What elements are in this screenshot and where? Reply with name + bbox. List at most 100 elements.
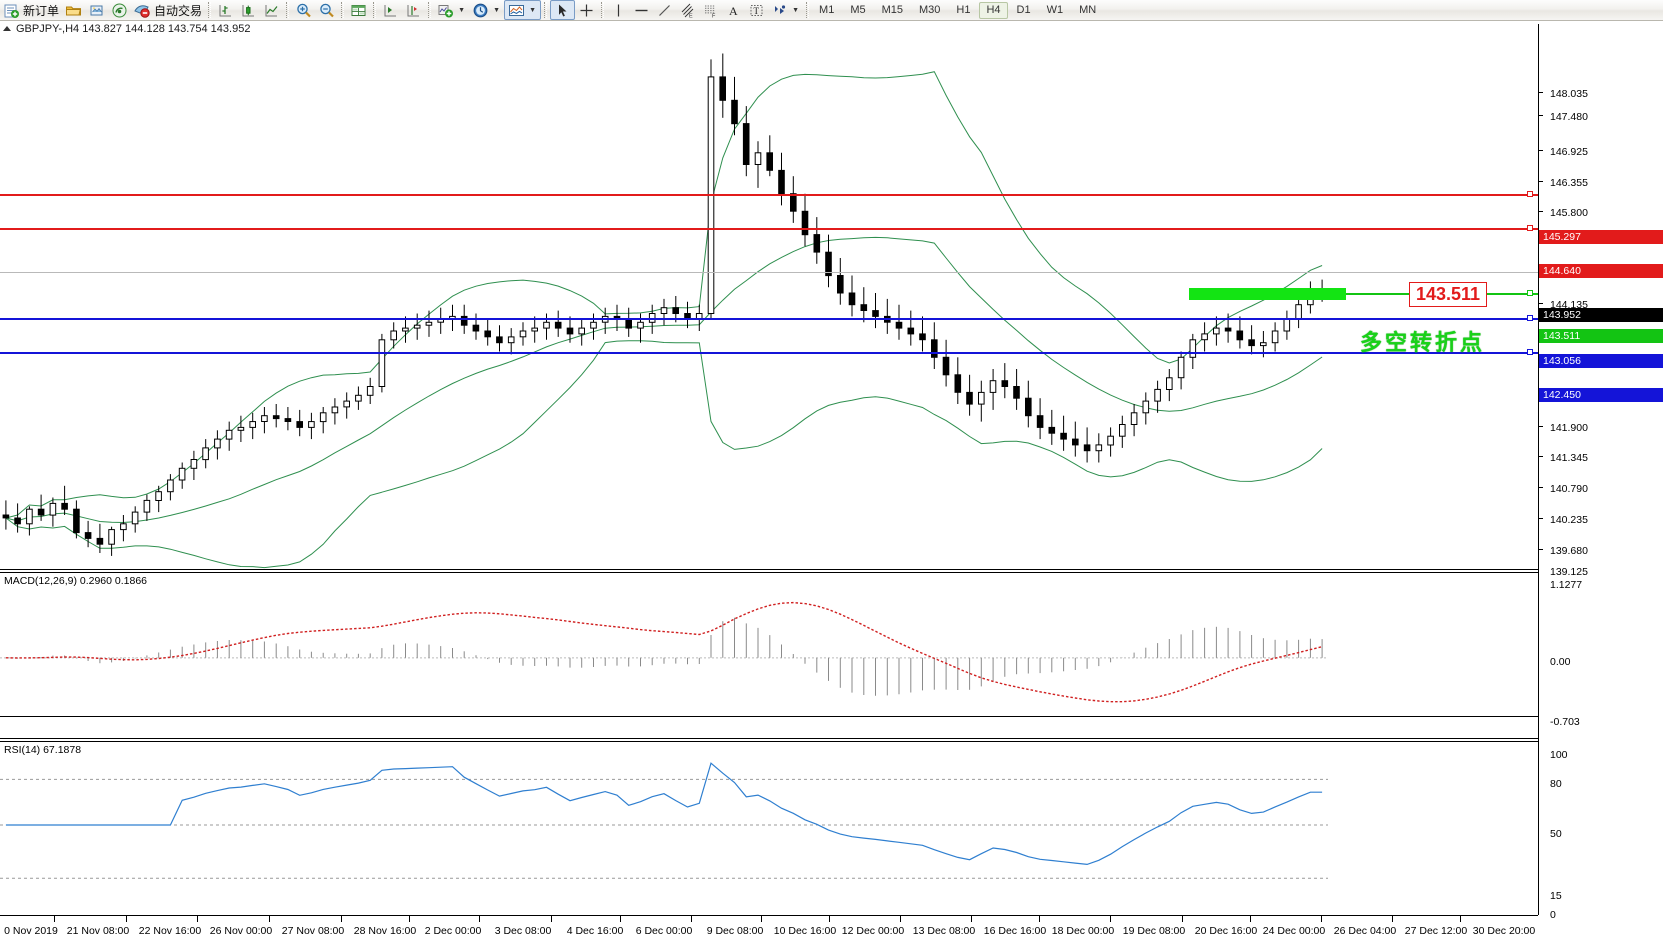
time-label: 28 Nov 16:00 [353,925,417,937]
price-chart-canvas[interactable] [0,36,1538,572]
fibonacci-button[interactable]: F [699,0,722,20]
time-label: 26 Dec 04:00 [1333,925,1397,937]
price-label-143511[interactable]: 143.511 [1539,329,1663,343]
toolbar-divider [286,2,290,18]
time-label: 27 Nov 08:00 [281,925,345,937]
line-anchor-145297[interactable] [1527,191,1533,197]
time-tick [1321,916,1322,922]
time-tick [829,916,830,922]
resistance-line-144640[interactable] [0,228,1538,230]
candlestick-button[interactable] [237,0,260,20]
chevron-down-icon[interactable]: ▼ [458,6,465,14]
crosshair-button[interactable] [575,0,598,20]
period-button[interactable]: ▼ [469,0,504,20]
text-button[interactable]: A [722,0,745,20]
price-tick [1539,487,1543,488]
line-anchor-142450[interactable] [1527,349,1533,355]
macd-axis-label: 1.1277 [1550,579,1583,591]
horizontal-line-button[interactable] [630,0,653,20]
time-tick [1182,916,1183,922]
price-axis[interactable]: 148.035 147.480 146.925 146.355 145.800 145.2… [1539,36,1663,921]
line-chart-button[interactable] [260,0,283,20]
timeframe-m30[interactable]: M30 [919,4,941,16]
toolbar-divider [208,2,212,18]
price-label-143952[interactable]: 143.952 [1539,308,1663,322]
price-label-145297[interactable]: 145.297 [1539,230,1663,244]
support-line-143056[interactable] [0,318,1538,320]
timeframe-h4[interactable]: H4 [979,1,1008,19]
macd-canvas[interactable] [0,573,1538,717]
print-preview-button[interactable] [85,0,108,20]
timeframe-m15[interactable]: M15 [881,4,903,16]
collapse-triangle-icon[interactable] [3,26,11,31]
price-chart-pane[interactable] [0,36,1538,572]
rsi-pane[interactable] [0,741,1538,915]
pane-divider [0,738,1538,739]
equidistant-channel-button[interactable]: E [676,0,699,20]
new-order-button[interactable]: 新订单 [0,0,62,20]
timeframe-w1[interactable]: W1 [1046,4,1064,16]
time-tick [1110,916,1111,922]
toolbar-divider [601,2,605,18]
line-anchor-143056[interactable] [1527,315,1533,321]
time-label: 3 Dec 08:00 [494,925,552,937]
support-line-142450[interactable] [0,352,1538,354]
price-label-144640[interactable]: 144.640 [1539,264,1663,278]
pane-divider [0,569,1538,570]
price-label-143056[interactable]: 143.056 [1539,354,1663,368]
price-callout-143511[interactable]: 143.511 [1409,282,1488,307]
data-window-button[interactable] [347,0,370,20]
rsi-axis-label: 15 [1550,890,1562,902]
label-button[interactable]: T [745,0,768,20]
time-label: 24 Dec 00:00 [1262,925,1326,937]
time-label: 2 Dec 00:00 [424,925,482,937]
time-tick [620,916,621,922]
line-anchor-144640[interactable] [1527,225,1533,231]
price-axis-divider [1538,24,1539,915]
auto-trading-button[interactable]: 自动交易 [131,0,205,20]
timeframe-d1[interactable]: D1 [1016,4,1031,16]
support-line-143511[interactable] [1189,293,1538,295]
shapes-button[interactable]: ▼ [768,0,803,20]
templates-icon [508,2,525,19]
chevron-down-icon[interactable]: ▼ [529,6,536,14]
price-tick [1539,211,1543,212]
time-label: 10 Dec 16:00 [773,925,837,937]
folder-button[interactable] [62,0,85,20]
price-label-142450[interactable]: 142.450 [1539,388,1663,402]
vertical-line-button[interactable] [607,0,630,20]
price-tick [1539,426,1543,427]
bar-chart-button[interactable] [214,0,237,20]
fibo-icon: F [702,2,719,19]
macd-pane[interactable] [0,572,1538,716]
zoom-out-button[interactable] [315,0,338,20]
cursor-button[interactable] [550,0,576,20]
turning-point-annotation[interactable]: 多空转折点 [1360,330,1486,355]
timeframe-h1[interactable]: H1 [956,4,971,16]
price-label-bottom: 139.125 [1550,566,1588,578]
time-tick [54,916,55,922]
autoscroll-button[interactable] [402,0,425,20]
timeframe-m5[interactable]: M5 [850,4,866,16]
line-anchor-143511[interactable] [1527,290,1533,296]
resistance-line-145297[interactable] [0,194,1538,196]
timeframe-m1[interactable]: M1 [819,4,835,16]
timeframe-mn[interactable]: MN [1079,4,1097,16]
time-tick [1250,916,1251,922]
time-label: 21 Nov 08:00 [66,925,130,937]
chevron-down-icon[interactable]: ▼ [493,6,500,14]
time-axis[interactable]: 0 Nov 2019 21 Nov 08:00 22 Nov 16:00 26 Nov… [0,915,1538,942]
indicators-button[interactable]: ▼ [434,0,469,20]
shapes-icon [771,2,788,19]
price-label-146925: 146.925 [1550,146,1588,158]
chevron-down-icon[interactable]: ▼ [792,6,799,14]
chart-shift-button[interactable] [379,0,402,20]
highlight-band[interactable] [1189,288,1346,300]
trendline-button[interactable] [653,0,676,20]
rsi-canvas[interactable] [0,742,1538,916]
zoom-in-button[interactable] [292,0,315,20]
templates-button[interactable]: ▼ [504,0,542,20]
signals-button[interactable] [108,0,131,20]
shift-icon [382,2,399,19]
time-tick [126,916,127,922]
